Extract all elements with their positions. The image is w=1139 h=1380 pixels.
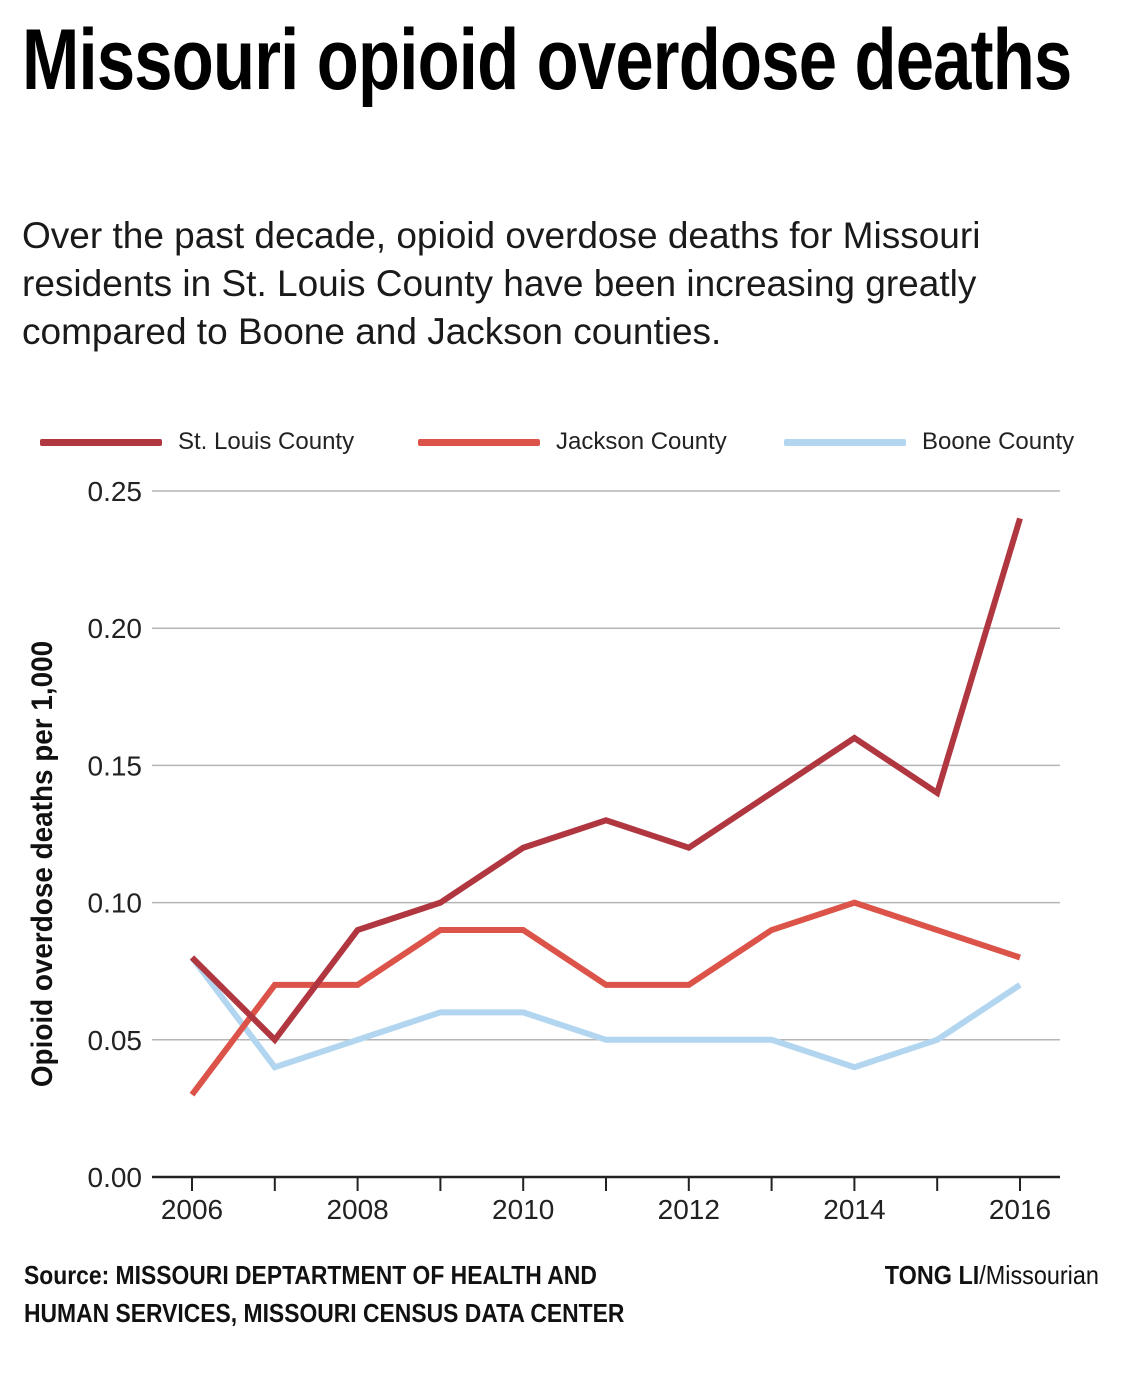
legend-swatch-st-louis xyxy=(40,438,162,446)
source-note: Source: MISSOURI DEPTARTMENT OF HEALTH A… xyxy=(24,1260,625,1328)
legend-label-st-louis: St. Louis County xyxy=(178,428,355,455)
line-chart: 0.00 0.05 0.10 0.15 0.20 0.25 2006 2008 2010 2012… xyxy=(26,476,1060,1225)
y-tick-label: 0.05 xyxy=(88,1025,143,1056)
x-tick-label: 2012 xyxy=(658,1194,720,1225)
credit-name: TONG LI xyxy=(884,1260,980,1290)
y-tick-label: 0.15 xyxy=(88,750,143,781)
legend-swatch-boone xyxy=(784,438,906,446)
x-tick-label: 2008 xyxy=(326,1194,388,1225)
legend-item-st-louis: St. Louis County xyxy=(40,420,354,464)
legend-swatch-jackson xyxy=(418,438,540,446)
legend-label-boone: Boone County xyxy=(922,428,1075,455)
legend-item-boone: Boone County xyxy=(784,420,1074,464)
credit-line: TONG LI/Missourian xyxy=(885,1256,1099,1294)
x-tick-label: 2014 xyxy=(823,1194,885,1225)
series-line-boone xyxy=(189,955,1022,1071)
x-tick-label: 2010 xyxy=(492,1194,554,1225)
y-tick-label: 0.20 xyxy=(88,613,143,644)
series-line-jackson xyxy=(189,899,1021,1097)
credit-outlet: /Missourian xyxy=(979,1260,1099,1290)
y-axis-label: Opioid overdose deaths per 1,000 xyxy=(26,641,59,1087)
legend-item-jackson: Jackson County xyxy=(418,420,727,464)
series-line-st-louis xyxy=(189,517,1023,1045)
chart-legend: St. Louis County Jackson County Boone Co… xyxy=(0,420,1139,464)
y-tick-label: 0.10 xyxy=(88,888,143,919)
chart-subtitle: Over the past decade, opioid overdose de… xyxy=(22,215,981,352)
x-tick-label: 2016 xyxy=(989,1194,1051,1225)
y-tick-label: 0.25 xyxy=(88,476,143,507)
y-tick-label: 0.00 xyxy=(88,1162,143,1193)
legend-label-jackson: Jackson County xyxy=(556,428,727,455)
chart-title: Missouri opioid overdose deaths xyxy=(22,12,1072,108)
x-tick-label: 2006 xyxy=(161,1194,223,1225)
